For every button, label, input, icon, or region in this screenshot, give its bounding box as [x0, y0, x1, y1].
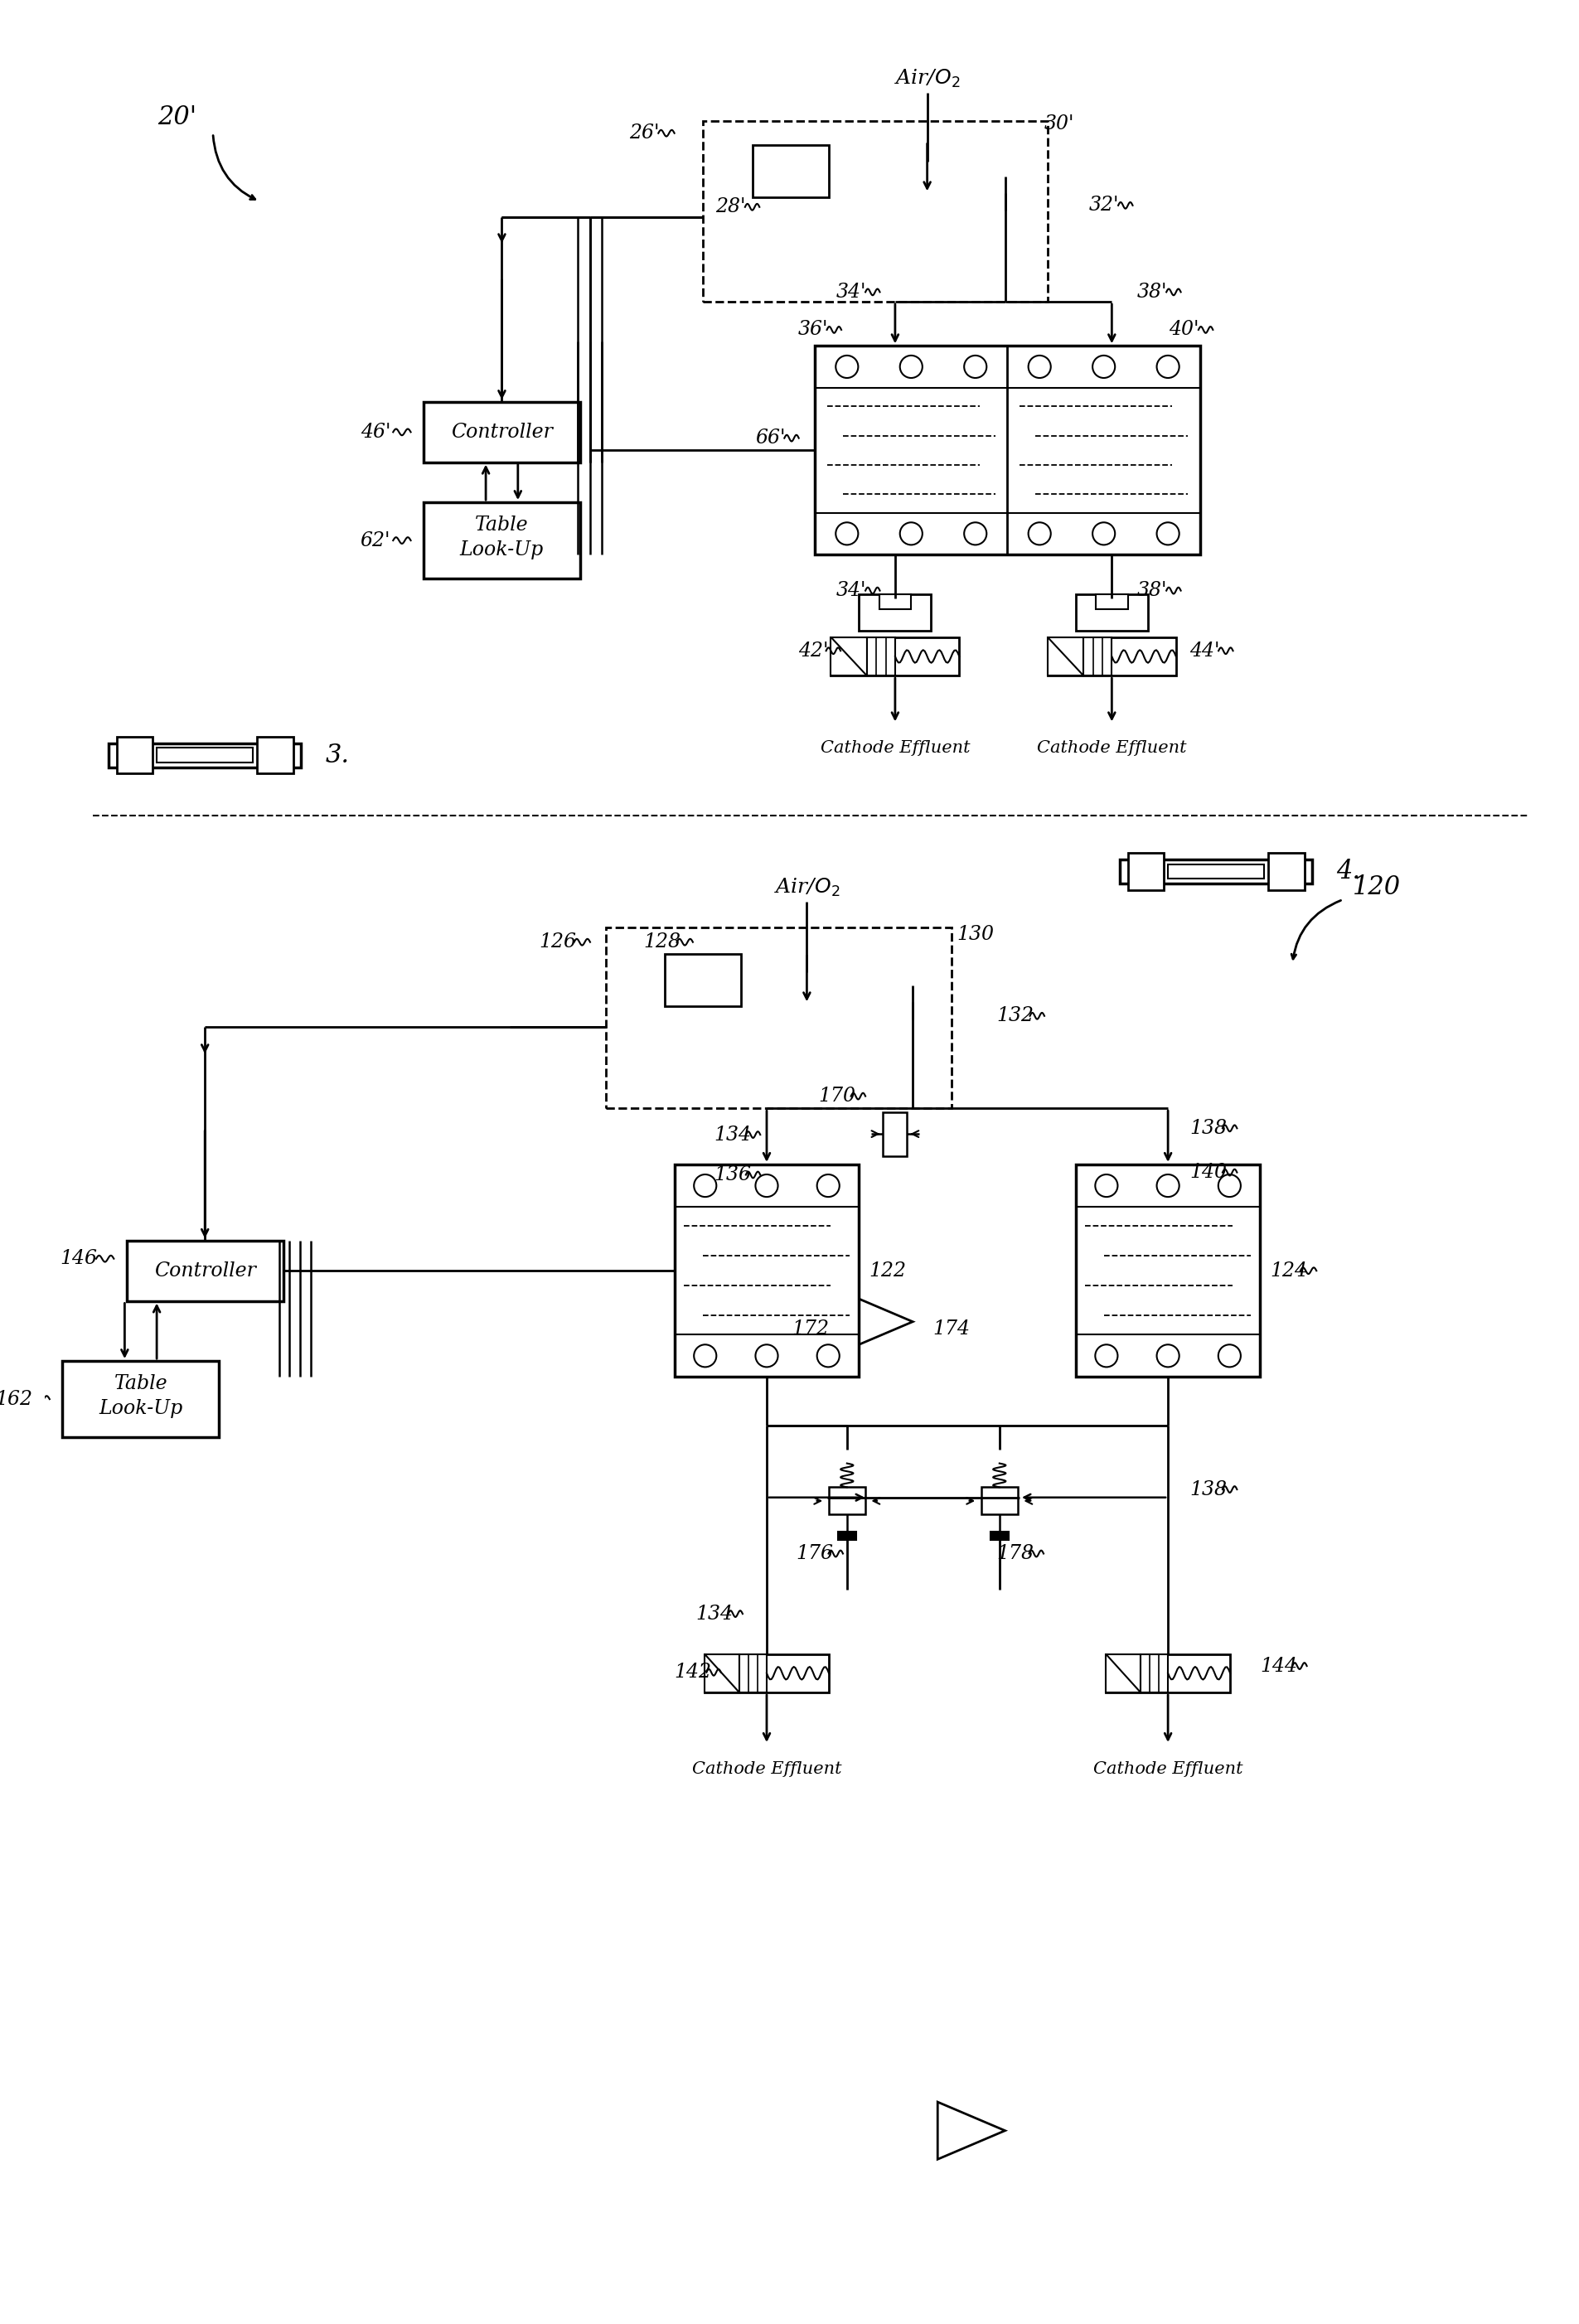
Bar [1047, 637, 1083, 676]
Text: 126: 126 [538, 932, 576, 951]
Text: 62': 62' [360, 530, 390, 551]
Text: 172: 172 [791, 1320, 829, 1339]
Text: 34': 34' [835, 581, 865, 600]
Text: 138: 138 [1189, 1118, 1227, 1139]
Bar [117, 737, 153, 774]
Bar [752, 144, 829, 198]
Text: 28': 28' [715, 198, 745, 216]
Bar [109, 744, 302, 767]
Text: Table: Table [114, 1373, 167, 1394]
Bar [1075, 595, 1148, 630]
Bar [1083, 637, 1112, 676]
Text: Air/$O_2$: Air/$O_2$ [774, 876, 840, 899]
Bar [1096, 595, 1127, 609]
Bar [1127, 853, 1164, 890]
Text: Controller: Controller [450, 423, 553, 442]
Text: 146: 146 [60, 1250, 96, 1269]
Text: Cathode Effluent: Cathode Effluent [820, 739, 970, 755]
Bar [665, 955, 741, 1006]
Text: Cathode Effluent: Cathode Effluent [1036, 739, 1186, 755]
Bar [423, 402, 579, 462]
Text: 176: 176 [796, 1543, 834, 1564]
Text: 170: 170 [818, 1088, 856, 1106]
Bar [990, 1532, 1007, 1541]
Bar [257, 737, 294, 774]
Bar [606, 927, 951, 1109]
Text: 124: 124 [1270, 1262, 1306, 1281]
Bar [859, 595, 930, 630]
Text: 40': 40' [1168, 321, 1198, 339]
Text: 38': 38' [1137, 284, 1167, 302]
Text: 132: 132 [996, 1006, 1034, 1025]
Bar [831, 637, 867, 676]
Bar [1105, 1655, 1140, 1692]
Bar [126, 1241, 283, 1301]
Text: Cathode Effluent: Cathode Effluent [1093, 1762, 1243, 1776]
Bar [423, 502, 579, 579]
Bar [1140, 1655, 1167, 1692]
Text: 44': 44' [1189, 641, 1219, 660]
Bar [156, 748, 253, 762]
Bar [674, 1164, 859, 1378]
Text: 122: 122 [868, 1262, 905, 1281]
Text: 174: 174 [932, 1320, 970, 1339]
Text: 36': 36' [797, 321, 827, 339]
Text: 134: 134 [695, 1604, 733, 1624]
Bar [1167, 865, 1263, 878]
Text: 3.: 3. [325, 741, 349, 767]
Text: Cathode Effluent: Cathode Effluent [692, 1762, 842, 1776]
Text: 130: 130 [957, 925, 993, 944]
Text: 20': 20' [158, 105, 196, 130]
Bar [1105, 1655, 1230, 1692]
Text: 144: 144 [1260, 1657, 1296, 1676]
Text: 120: 120 [1352, 874, 1401, 899]
Text: Air/$O_2$: Air/$O_2$ [894, 67, 960, 88]
Text: Look-Up: Look-Up [98, 1399, 183, 1418]
Bar [815, 346, 1200, 555]
Bar [829, 1487, 865, 1515]
Bar [739, 1655, 766, 1692]
Bar [704, 1655, 739, 1692]
Text: 26': 26' [630, 123, 660, 142]
Text: Table: Table [475, 516, 529, 535]
Bar [1047, 637, 1175, 676]
Text: 142: 142 [674, 1664, 711, 1683]
Bar [837, 1532, 856, 1541]
Text: 66': 66' [755, 428, 785, 449]
Text: 134: 134 [714, 1125, 750, 1143]
Text: Controller: Controller [153, 1262, 256, 1281]
Bar [1120, 860, 1312, 883]
Bar [883, 1113, 906, 1157]
Bar [1075, 1164, 1260, 1378]
Text: 42': 42' [797, 641, 827, 660]
Text: 38': 38' [1137, 581, 1167, 600]
Text: 136: 136 [714, 1164, 750, 1185]
Bar [831, 637, 958, 676]
Text: 46': 46' [360, 423, 390, 442]
Bar [703, 121, 1047, 302]
Text: 140: 140 [1189, 1162, 1227, 1183]
Text: 162: 162 [0, 1390, 33, 1408]
Text: 34': 34' [835, 284, 865, 302]
Text: 138: 138 [1189, 1480, 1227, 1499]
Text: 32': 32' [1088, 195, 1118, 214]
Text: Look-Up: Look-Up [459, 539, 543, 560]
Bar [981, 1487, 1017, 1515]
Bar [1268, 853, 1304, 890]
Text: 30': 30' [1044, 114, 1074, 132]
Bar [867, 637, 895, 676]
Bar [878, 595, 911, 609]
Text: 128: 128 [643, 932, 681, 951]
Text: 178: 178 [996, 1543, 1034, 1564]
Text: 4.: 4. [1336, 858, 1360, 885]
Bar [704, 1655, 829, 1692]
Bar [63, 1362, 219, 1436]
